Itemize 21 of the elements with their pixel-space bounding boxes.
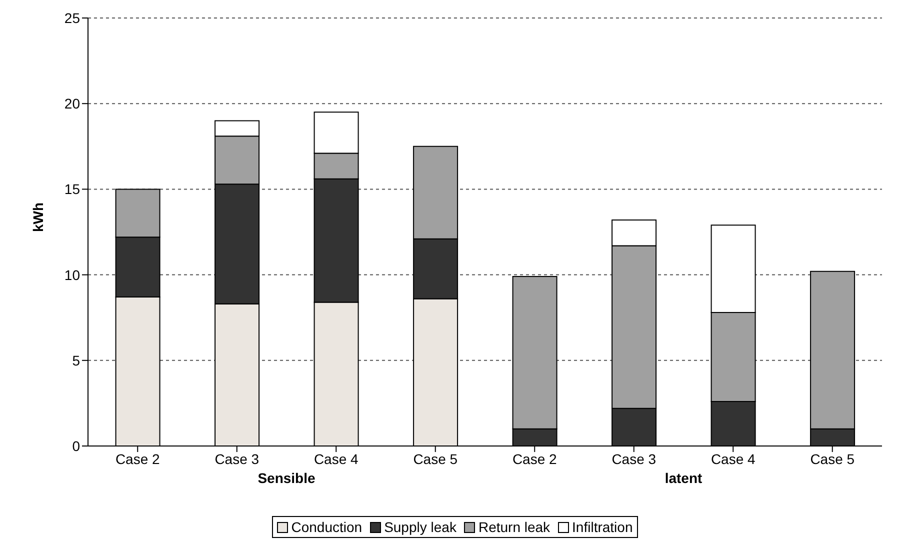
- x-tick-label: Case 2: [512, 450, 558, 467]
- x-tick-label: Case 3: [612, 450, 656, 467]
- legend-label: Return leak: [477, 519, 550, 535]
- x-tick-label: Case 5: [810, 450, 855, 467]
- x-tick-label: Case 4: [710, 450, 756, 467]
- legend-label: Conduction: [290, 519, 362, 535]
- y-tick-label: 5: [72, 352, 80, 368]
- legend-label: Supply leak: [383, 519, 456, 535]
- text: Sensible: [256, 470, 316, 486]
- x-tick-label: Case 5: [413, 450, 458, 467]
- text: latent: [664, 470, 704, 486]
- x-tick-label: Case 3: [214, 450, 260, 467]
- y-tick-label: 10: [64, 266, 80, 283]
- legend-label: Infiltration: [571, 519, 633, 535]
- y-tick-label: 0: [72, 438, 80, 454]
- x-tick-label: Case 4: [314, 450, 359, 467]
- y-tick-label: 15: [64, 181, 80, 198]
- y-axis-title: kWh: [30, 202, 46, 232]
- x-tick-label: Case 2: [115, 450, 160, 467]
- y-tick-label: 20: [64, 96, 80, 112]
- y-tick-label: 25: [64, 10, 80, 26]
